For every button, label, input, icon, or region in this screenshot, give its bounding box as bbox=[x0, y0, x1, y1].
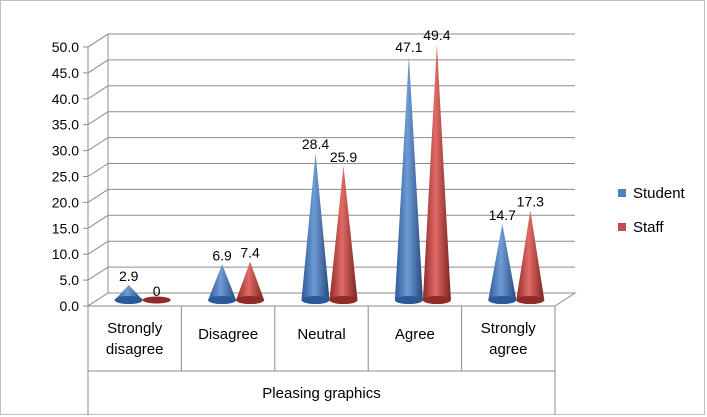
gridline bbox=[87, 163, 575, 177]
category-label: Agree bbox=[395, 326, 435, 343]
category-label: agree bbox=[489, 341, 527, 358]
data-label: 17.3 bbox=[517, 193, 544, 209]
cone-base bbox=[114, 296, 143, 304]
gridline bbox=[87, 111, 575, 126]
data-label: 7.4 bbox=[240, 245, 260, 261]
category-label: Disagree bbox=[198, 326, 258, 343]
cone-base bbox=[301, 296, 330, 304]
gridline bbox=[87, 33, 575, 48]
data-label: 14.7 bbox=[489, 207, 516, 223]
category-label: disagree bbox=[106, 341, 164, 358]
legend-label: Student bbox=[633, 185, 686, 202]
cone-body bbox=[301, 152, 330, 304]
cone-bar bbox=[114, 284, 143, 304]
category-label: Strongly bbox=[481, 320, 537, 337]
data-label: 0 bbox=[153, 283, 161, 299]
category-label: Strongly bbox=[107, 320, 163, 337]
cone-bar bbox=[422, 44, 451, 304]
cone-base bbox=[329, 296, 358, 304]
gridline bbox=[87, 85, 575, 100]
y-tick-label: 20.0 bbox=[52, 194, 79, 210]
cone-base bbox=[394, 296, 423, 304]
gridline bbox=[87, 137, 575, 152]
y-tick-label: 45.0 bbox=[52, 65, 79, 81]
gridline bbox=[87, 59, 575, 74]
cone-base bbox=[422, 296, 451, 304]
data-label: 25.9 bbox=[330, 149, 357, 165]
category-label: Neutral bbox=[297, 326, 345, 343]
cone-base bbox=[142, 296, 171, 304]
cone-bar bbox=[516, 210, 545, 304]
cone-body bbox=[208, 264, 237, 304]
cone-body bbox=[516, 210, 545, 304]
cone-bar bbox=[142, 296, 171, 304]
cone-base bbox=[488, 296, 517, 304]
y-tick-label: 50.0 bbox=[52, 39, 79, 55]
cone-body bbox=[488, 223, 517, 304]
cone-body bbox=[236, 261, 265, 304]
y-tick-label: 10.0 bbox=[52, 246, 79, 262]
data-label: 47.1 bbox=[395, 39, 422, 55]
legend-label: Staff bbox=[633, 219, 664, 236]
cone-bar bbox=[394, 56, 423, 304]
cone-base bbox=[208, 296, 237, 304]
cone-base bbox=[516, 296, 545, 304]
y-tick-label: 40.0 bbox=[52, 91, 79, 107]
gridline bbox=[87, 188, 575, 203]
cone-bar bbox=[236, 261, 265, 304]
y-tick-label: 5.0 bbox=[60, 272, 80, 288]
y-tick-label: 30.0 bbox=[52, 143, 79, 159]
data-label: 6.9 bbox=[212, 247, 232, 263]
cone-bar bbox=[301, 152, 330, 304]
data-label: 49.4 bbox=[423, 27, 450, 43]
cone-base bbox=[236, 296, 265, 304]
y-tick-label: 15.0 bbox=[52, 220, 79, 236]
cone-body bbox=[394, 56, 423, 304]
y-tick-label: 0.0 bbox=[60, 298, 80, 314]
y-tick-label: 35.0 bbox=[52, 117, 79, 133]
cone-bar bbox=[208, 264, 237, 304]
gridline bbox=[87, 214, 575, 229]
data-label: 28.4 bbox=[302, 136, 329, 152]
legend-swatch bbox=[618, 223, 626, 231]
cone-bar bbox=[329, 165, 358, 304]
cone-body bbox=[329, 165, 358, 304]
data-label: 2.9 bbox=[119, 268, 139, 284]
legend-swatch bbox=[618, 189, 626, 197]
cone-bar bbox=[488, 223, 517, 304]
x-axis-title: Pleasing graphics bbox=[262, 385, 380, 402]
y-tick-label: 25.0 bbox=[52, 169, 79, 185]
cone-body bbox=[422, 44, 451, 304]
